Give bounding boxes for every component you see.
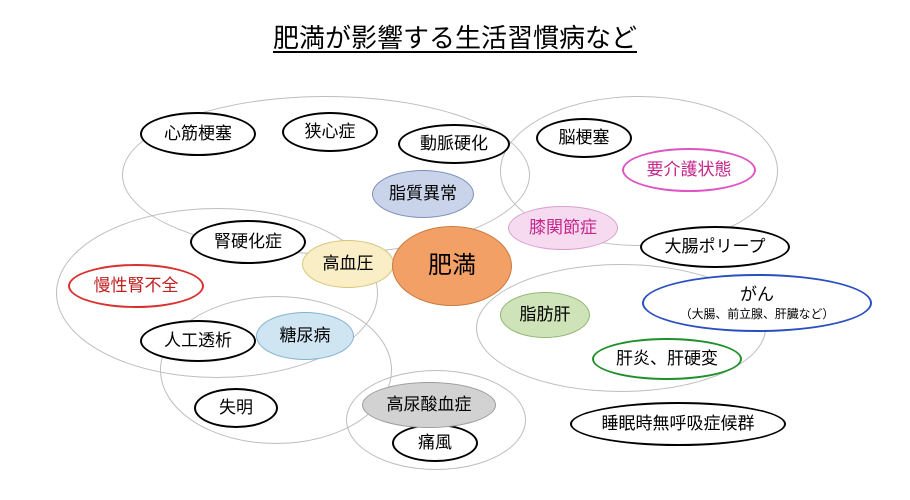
node-label: 要介護状態: [647, 159, 732, 180]
node-label: 痛風: [418, 432, 452, 453]
node-label: 脂質異常: [389, 183, 457, 204]
node-label: がん （大腸、前立腺、肝臓など）: [680, 284, 835, 322]
node-label: 脂肪肝: [520, 304, 571, 325]
node-label: 高血圧: [323, 253, 374, 274]
node-label: 狭心症: [305, 121, 356, 142]
node-label-main: がん: [740, 285, 774, 304]
node-polyp: 大腸ポリープ: [640, 226, 790, 268]
node-mi: 心筋梗塞: [140, 112, 256, 156]
node-athero: 動脈硬化: [398, 124, 510, 164]
node-label: 肝炎、肝硬変: [616, 348, 718, 369]
node-center: 肥満: [392, 226, 512, 306]
node-hepatitis: 肝炎、肝硬変: [592, 338, 742, 380]
node-ckd: 慢性腎不全: [68, 264, 204, 308]
node-label: 慢性腎不全: [94, 275, 179, 296]
diagram-canvas: 心筋梗塞 狭心症 動脈硬化 脳梗塞 要介護状態 腎硬化症 慢性腎不全 人工透析 …: [0, 0, 910, 500]
node-label: 脳梗塞: [559, 127, 610, 148]
node-label: 動脈硬化: [420, 133, 488, 154]
node-lipid: 脂質異常: [372, 170, 474, 218]
node-htn: 高血圧: [302, 240, 394, 288]
node-fatty: 脂肪肝: [500, 292, 590, 338]
node-stroke: 脳梗塞: [536, 118, 632, 158]
node-blind: 失明: [194, 388, 278, 428]
node-nephro: 腎硬化症: [190, 220, 306, 264]
node-label-sub: （大腸、前立腺、肝臓など）: [680, 307, 835, 322]
node-sleep: 睡眠時無呼吸症候群: [570, 402, 786, 446]
node-label: 腎硬化症: [214, 231, 282, 252]
node-label: 肥満: [428, 251, 476, 281]
node-label: 大腸ポリープ: [665, 236, 766, 257]
node-knee: 膝関節症: [508, 206, 618, 250]
node-label: 睡眠時無呼吸症候群: [602, 413, 755, 434]
node-uric: 高尿酸血症: [362, 382, 496, 428]
node-dm: 糖尿病: [256, 312, 354, 360]
node-label: 失明: [219, 397, 253, 418]
node-angina: 狭心症: [282, 112, 378, 152]
node-gout: 痛風: [392, 424, 478, 462]
node-care: 要介護状態: [622, 148, 756, 192]
node-label: 膝関節症: [529, 217, 597, 238]
node-label: 高尿酸血症: [387, 394, 472, 415]
node-label: 人工透析: [164, 330, 232, 351]
node-label: 心筋梗塞: [164, 123, 232, 144]
node-dialysis: 人工透析: [140, 320, 256, 362]
node-label: 糖尿病: [280, 325, 331, 346]
node-cancer: がん （大腸、前立腺、肝臓など）: [642, 274, 872, 332]
